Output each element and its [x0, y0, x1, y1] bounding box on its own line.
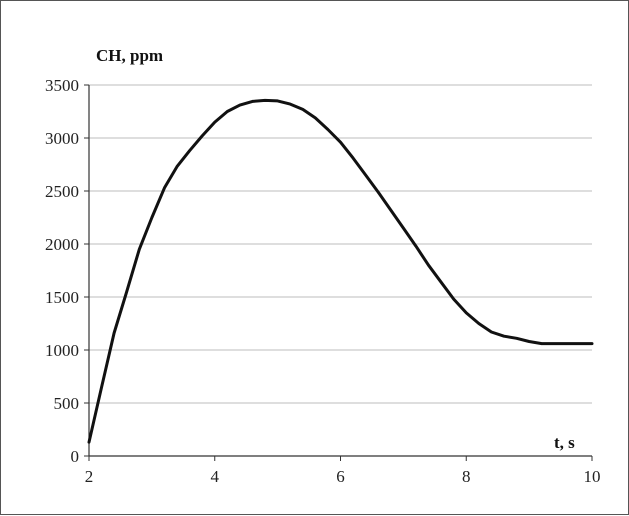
y-tick-label: 0: [71, 447, 80, 466]
y-tick-label: 500: [54, 394, 80, 413]
x-tick-label: 8: [462, 467, 471, 486]
x-tick-label: 6: [336, 467, 345, 486]
y-tick-label: 1500: [45, 288, 79, 307]
y-tick-label: 2500: [45, 182, 79, 201]
y-tick-label: 2000: [45, 235, 79, 254]
y-tick-label: 1000: [45, 341, 79, 360]
y-tick-label: 3000: [45, 129, 79, 148]
x-tick-label: 10: [584, 467, 601, 486]
x-tick-label: 4: [211, 467, 220, 486]
x-tick-label: 2: [85, 467, 94, 486]
axis-layer: 0 500 1000 1500 2000 2500 3000 3500 2 4 6 8 10: [45, 76, 601, 486]
y-tick-label: 3500: [45, 76, 79, 95]
y-axis-label: CH, ppm: [96, 46, 163, 65]
x-axis-label: t, s: [554, 433, 575, 452]
data-series-line: [87, 98, 594, 444]
series-layer: [87, 98, 594, 444]
grid-layer: [89, 84, 592, 404]
